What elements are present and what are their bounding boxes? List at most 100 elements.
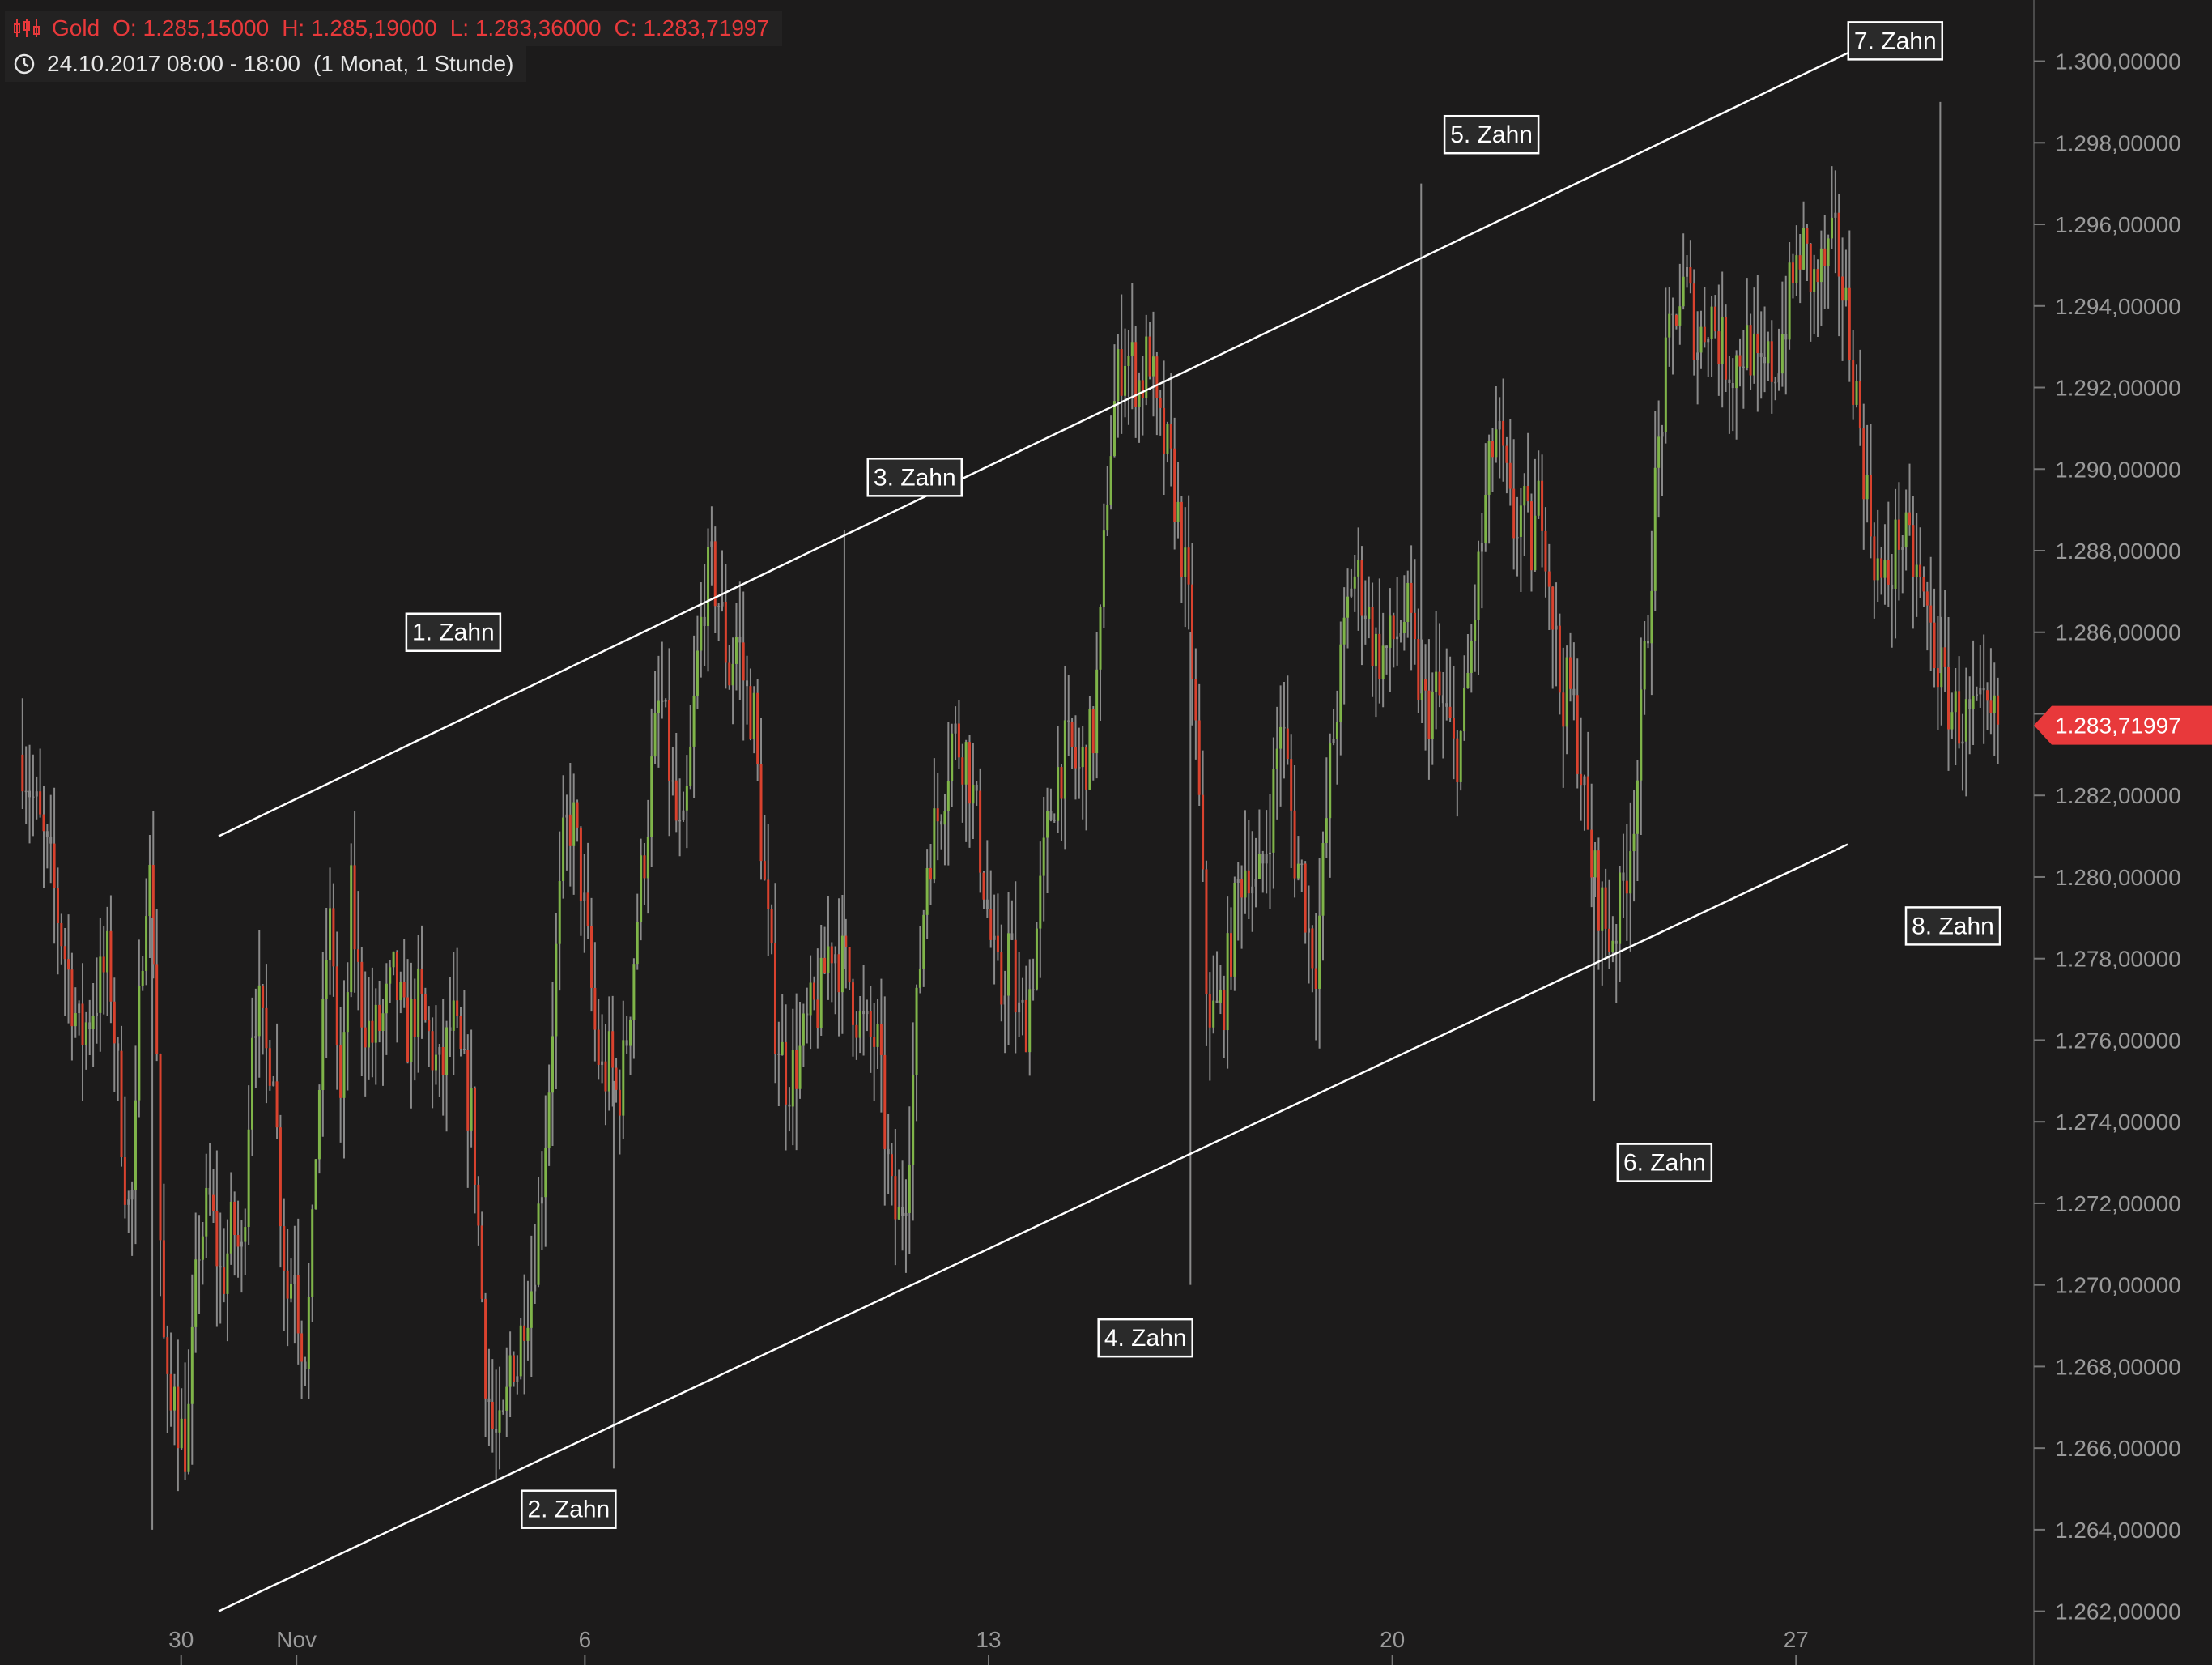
candle-body	[1321, 843, 1324, 916]
candle-body	[753, 693, 755, 739]
candle-body	[113, 1002, 116, 1044]
candle-body	[1792, 262, 1794, 283]
candle-body	[781, 1042, 784, 1055]
candle-body	[771, 909, 773, 943]
candle-body	[583, 892, 585, 901]
candle-body	[887, 1149, 890, 1154]
candle-body	[555, 944, 557, 1037]
candle-body	[134, 1101, 137, 1190]
candle-body	[619, 1090, 621, 1116]
candle-body	[1276, 749, 1278, 769]
candle-body	[665, 700, 667, 702]
candle-body	[689, 747, 691, 786]
candle-body	[1308, 928, 1310, 932]
y-tick-label: 1.290,00000	[2055, 457, 2181, 482]
candle-body	[329, 908, 331, 960]
candle-body	[360, 962, 363, 1028]
candle-body	[891, 1154, 893, 1176]
candle-body	[1095, 670, 1098, 753]
candle-body	[1583, 777, 1585, 786]
candle-body	[1007, 933, 1010, 995]
candlestick-icon	[13, 18, 40, 39]
candle-body	[538, 1203, 540, 1284]
candle-body	[1693, 283, 1695, 360]
candle-body	[1852, 360, 1854, 405]
candle-body	[389, 967, 391, 983]
candle-body	[276, 1081, 279, 1127]
candle-body	[215, 1211, 218, 1266]
candle-body	[191, 1327, 194, 1404]
candle-body	[1665, 338, 1667, 432]
candle-body	[1707, 339, 1709, 343]
candle-body	[1580, 774, 1582, 785]
candle-body	[1382, 645, 1385, 679]
candle-body	[1717, 331, 1720, 364]
x-tick-label: 30	[168, 1627, 194, 1652]
candle-body	[25, 791, 28, 793]
candle-body	[572, 803, 575, 846]
high-value: H: 1.285,19000	[282, 15, 437, 41]
y-tick-label: 1.294,00000	[2055, 294, 2181, 319]
candle-body	[39, 791, 41, 814]
candle-body	[248, 1130, 250, 1227]
candle-body	[1078, 767, 1080, 769]
candle-body	[1378, 634, 1380, 679]
candle-body	[1859, 381, 1861, 428]
candle-body	[194, 1259, 197, 1327]
candle-body	[381, 1013, 384, 1031]
candle-body	[1601, 888, 1603, 931]
candle-body	[336, 966, 338, 1045]
candle-body	[1495, 429, 1497, 457]
y-tick-label: 1.268,00000	[2055, 1354, 2181, 1379]
candle-body	[1605, 888, 1607, 929]
candle-body	[1795, 255, 1797, 283]
ohlc-header: Gold O: 1.285,15000 H: 1.285,19000 L: 1.…	[5, 11, 782, 46]
candle-body	[823, 958, 826, 973]
candle-body	[1672, 314, 1674, 316]
candle-body	[806, 1013, 808, 1015]
candle-body	[834, 954, 836, 963]
candle-body	[820, 958, 823, 1028]
candle-body	[1155, 356, 1158, 398]
candle-body	[1431, 692, 1434, 739]
candle-body	[1043, 837, 1045, 875]
candle-body	[321, 999, 324, 1090]
candle-body	[904, 1213, 907, 1216]
candle-body	[989, 909, 992, 940]
candle-body	[1774, 382, 1776, 384]
candle-body	[1735, 356, 1738, 389]
candle-body	[1597, 850, 1600, 931]
candle-body	[1848, 288, 1851, 360]
candle-body	[1311, 928, 1313, 968]
candle-body	[767, 879, 769, 909]
candle-body	[693, 696, 696, 747]
candle-body	[244, 1227, 246, 1242]
candle-body	[428, 1020, 430, 1031]
candle-body	[852, 982, 854, 1025]
candle-body	[707, 547, 709, 626]
candle-body	[1474, 620, 1476, 641]
candle-body	[1562, 692, 1564, 726]
candle-body	[1714, 307, 1716, 332]
candle-body	[1933, 623, 1936, 668]
candle-body	[106, 931, 108, 973]
candle-body	[64, 946, 66, 959]
candle-body	[1799, 255, 1802, 270]
instrument-name: Gold	[52, 15, 100, 41]
candle-body	[544, 1148, 547, 1197]
candle-body	[1272, 769, 1274, 853]
candle-body	[466, 1050, 469, 1131]
candle-body	[1018, 1003, 1020, 1012]
candle-body	[661, 701, 663, 703]
candle-body	[403, 982, 406, 998]
candle-body	[499, 1410, 501, 1432]
candle-body	[929, 868, 932, 879]
candle-body	[1375, 634, 1377, 666]
candle-body	[1732, 383, 1734, 388]
candle-body	[60, 923, 62, 946]
candle-body	[442, 1047, 445, 1075]
candle-body	[526, 1328, 529, 1341]
candle-body	[406, 997, 409, 1062]
candle-body	[103, 956, 105, 972]
